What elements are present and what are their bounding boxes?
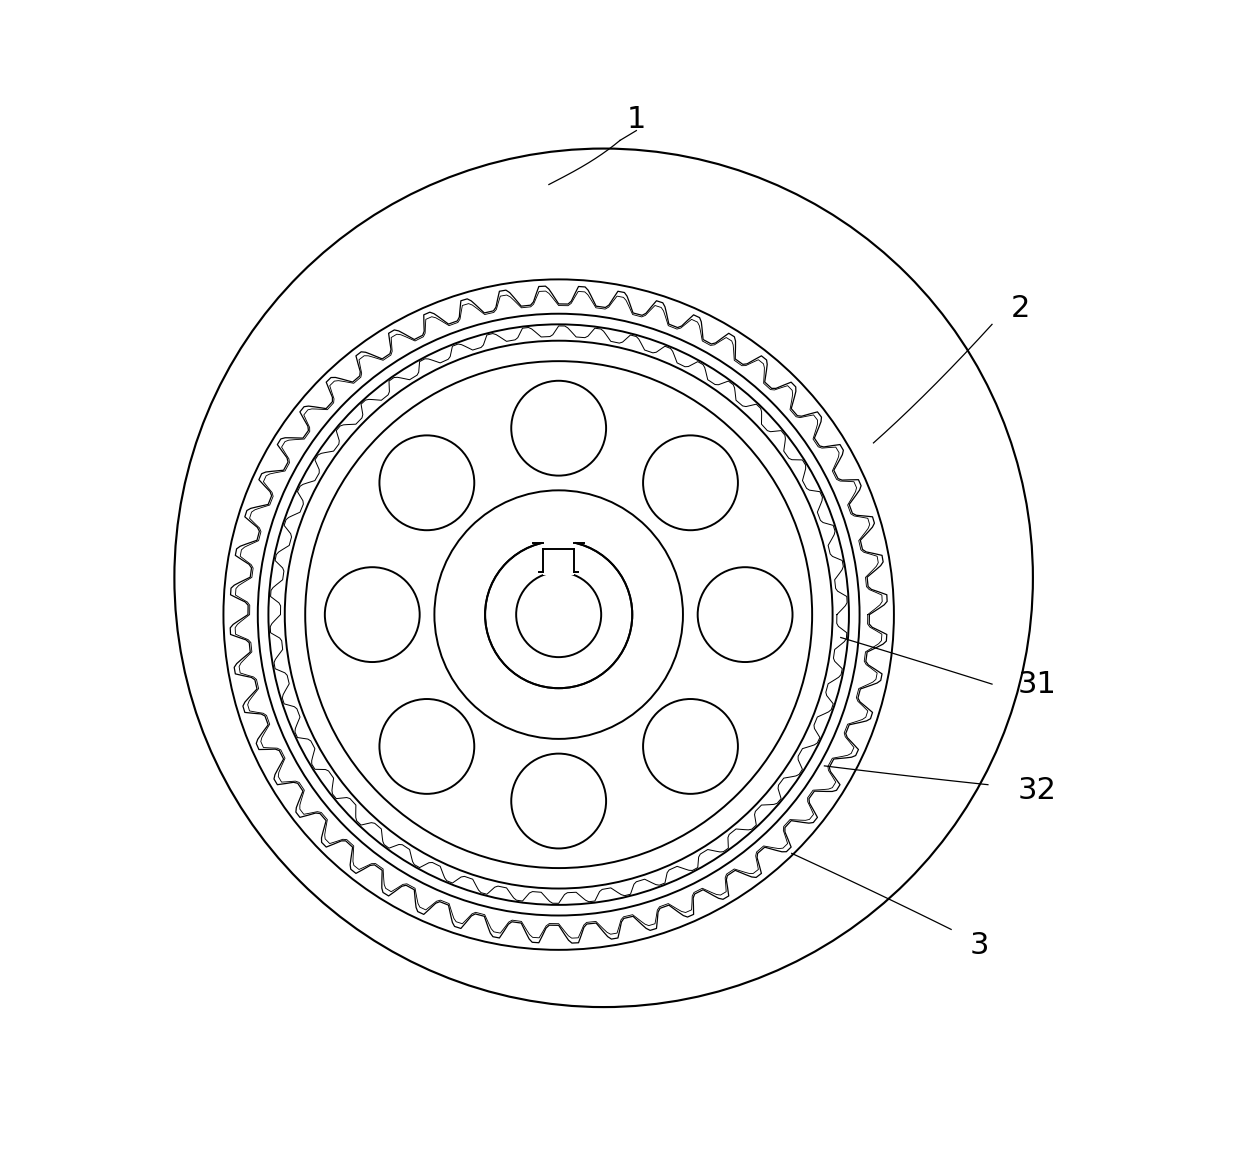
Text: 2: 2 (1011, 293, 1030, 322)
Text: 31: 31 (1018, 669, 1056, 699)
Text: 1: 1 (626, 105, 646, 135)
Bar (543, 547, 574, 574)
Bar (542, 539, 575, 547)
Text: 3: 3 (970, 932, 990, 960)
Text: 32: 32 (1018, 776, 1056, 805)
